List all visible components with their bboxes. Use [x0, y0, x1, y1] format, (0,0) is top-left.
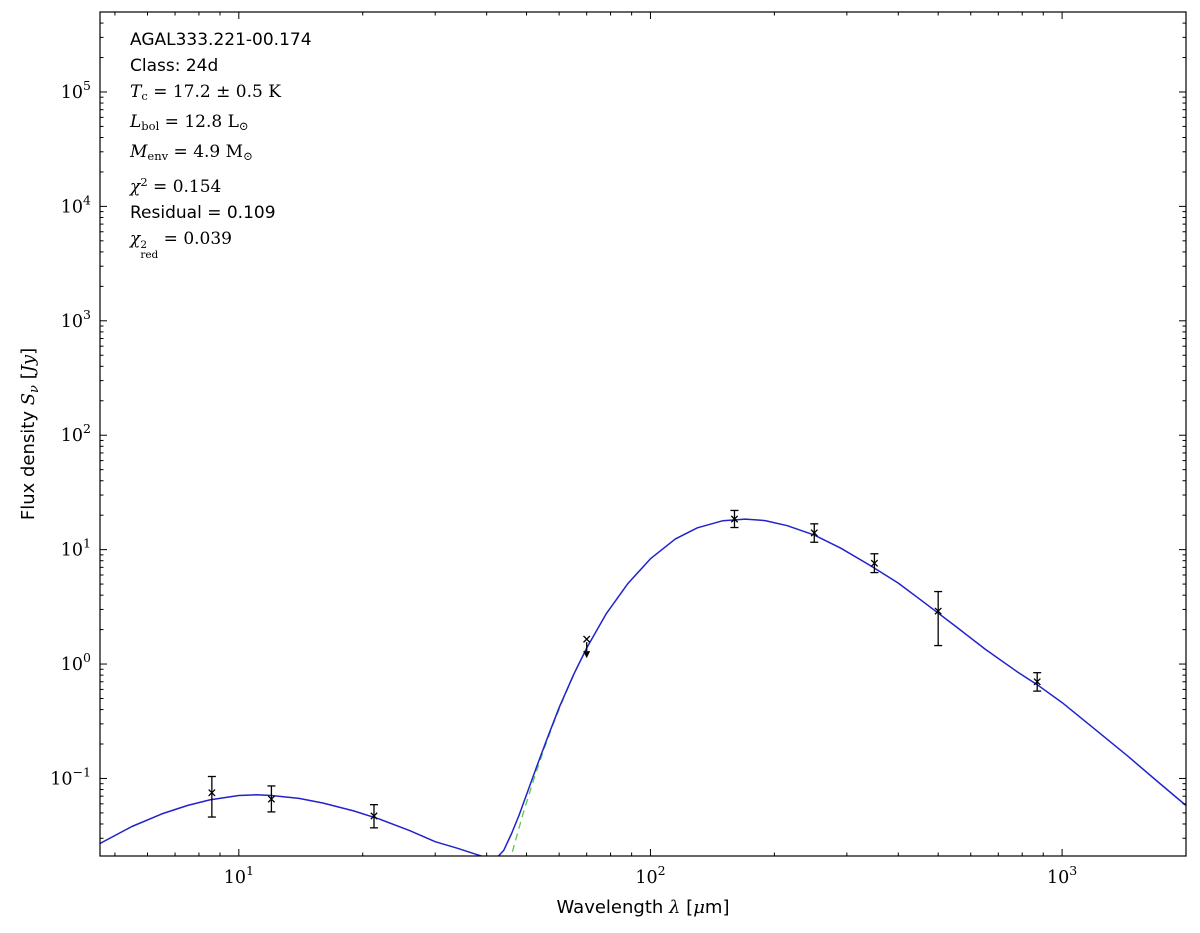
annotation-segment: = 4.9 [168, 142, 226, 162]
y-tick-label: 102 [61, 421, 91, 446]
marker-x-icon [370, 812, 378, 820]
upper-limit-arrowhead-icon [583, 651, 591, 659]
annotation-line: Tc = 17.2 ± 0.5 K [130, 79, 312, 109]
axis-ticks [100, 12, 1186, 856]
x-tick-label: 103 [1047, 863, 1077, 888]
y-tick-label: 105 [61, 78, 91, 103]
annotation-segment: L [227, 112, 239, 132]
data-point [583, 635, 591, 659]
y-axis-title: Flux density Sν [Jy] [18, 348, 42, 520]
marker-x-icon [730, 515, 739, 523]
data-point [870, 553, 879, 574]
data-point [934, 590, 943, 647]
axes-frame [99, 11, 1187, 857]
annotation-line: Menv = 4.9 M⊙ [130, 139, 312, 169]
cold-greybody-component-curve [510, 648, 588, 856]
data-point [1033, 672, 1042, 692]
annotation-segment: = 0.039 [158, 229, 233, 249]
annotation-segment: χ [130, 229, 141, 249]
marker-x-icon [870, 559, 879, 567]
annotation-segment: T [130, 82, 142, 102]
data-point [810, 523, 819, 543]
annotation-segment: 2 [140, 175, 148, 189]
data-point [730, 509, 739, 529]
y-tick-label: 103 [61, 307, 91, 332]
annotation-segment: χ [130, 177, 141, 197]
annotation-segment: c [141, 89, 148, 103]
annotation-segment: env [147, 149, 169, 163]
marker-x-icon [583, 635, 591, 643]
x-axis-title: Wavelength λ [μm] [557, 897, 730, 918]
x-tick-label: 101 [224, 863, 254, 888]
annotation-line: χ 2 red = 0.039 [130, 226, 312, 260]
marker-x-icon [208, 789, 216, 797]
exponent-subscript-stack: 2 red [140, 239, 159, 261]
marker-x-icon [934, 607, 942, 615]
marker-x-icon [267, 795, 276, 803]
model-total-curve [100, 518, 1186, 856]
data-point [369, 804, 378, 829]
stack-sup: 2 [140, 239, 147, 251]
marker-x-icon [810, 529, 818, 537]
annotation-segment: Class: 24d [130, 56, 219, 76]
y-tick-label: 10−1 [50, 764, 91, 789]
annotation-segment: ⊙ [243, 149, 253, 163]
annotation-line: χ2 = 0.154 [130, 169, 312, 200]
x-tick-label: 102 [635, 863, 665, 888]
annotation-segment: = 12.8 [159, 112, 228, 132]
annotation-segment: ⊙ [238, 119, 249, 133]
y-tick-label: 104 [61, 192, 91, 217]
model-curves [100, 518, 1186, 856]
data-point [207, 775, 216, 818]
annotation-segment: AGAL333.221-00.174 [130, 30, 312, 50]
annotation-line: Class: 24d [130, 53, 312, 79]
stack-sub: red [140, 249, 159, 261]
data-point [267, 785, 276, 813]
annotation-segment: = 0.154 [147, 177, 222, 197]
marker-x-icon [1033, 678, 1041, 686]
y-tick-label: 100 [61, 650, 91, 675]
annotation-segment: M [130, 142, 148, 162]
fit-parameters-annotation: AGAL333.221-00.174 Class: 24d Tc = 17.2 ± … [130, 27, 312, 260]
data-points [207, 509, 1042, 829]
annotation-segment: bol [141, 119, 160, 133]
annotation-segment: M [225, 142, 244, 162]
annotation-segment: = 17.2 ± 0.5 K [147, 82, 281, 102]
annotation-line: Lbol = 12.8 L⊙ [130, 109, 312, 139]
annotation-line: Residual = 0.109 [130, 200, 312, 226]
annotation-line: AGAL333.221-00.174 [130, 27, 312, 53]
annotation-segment: Residual = 0.109 [130, 203, 276, 223]
y-tick-label: 101 [61, 536, 91, 561]
annotation-segment: L [130, 112, 142, 132]
